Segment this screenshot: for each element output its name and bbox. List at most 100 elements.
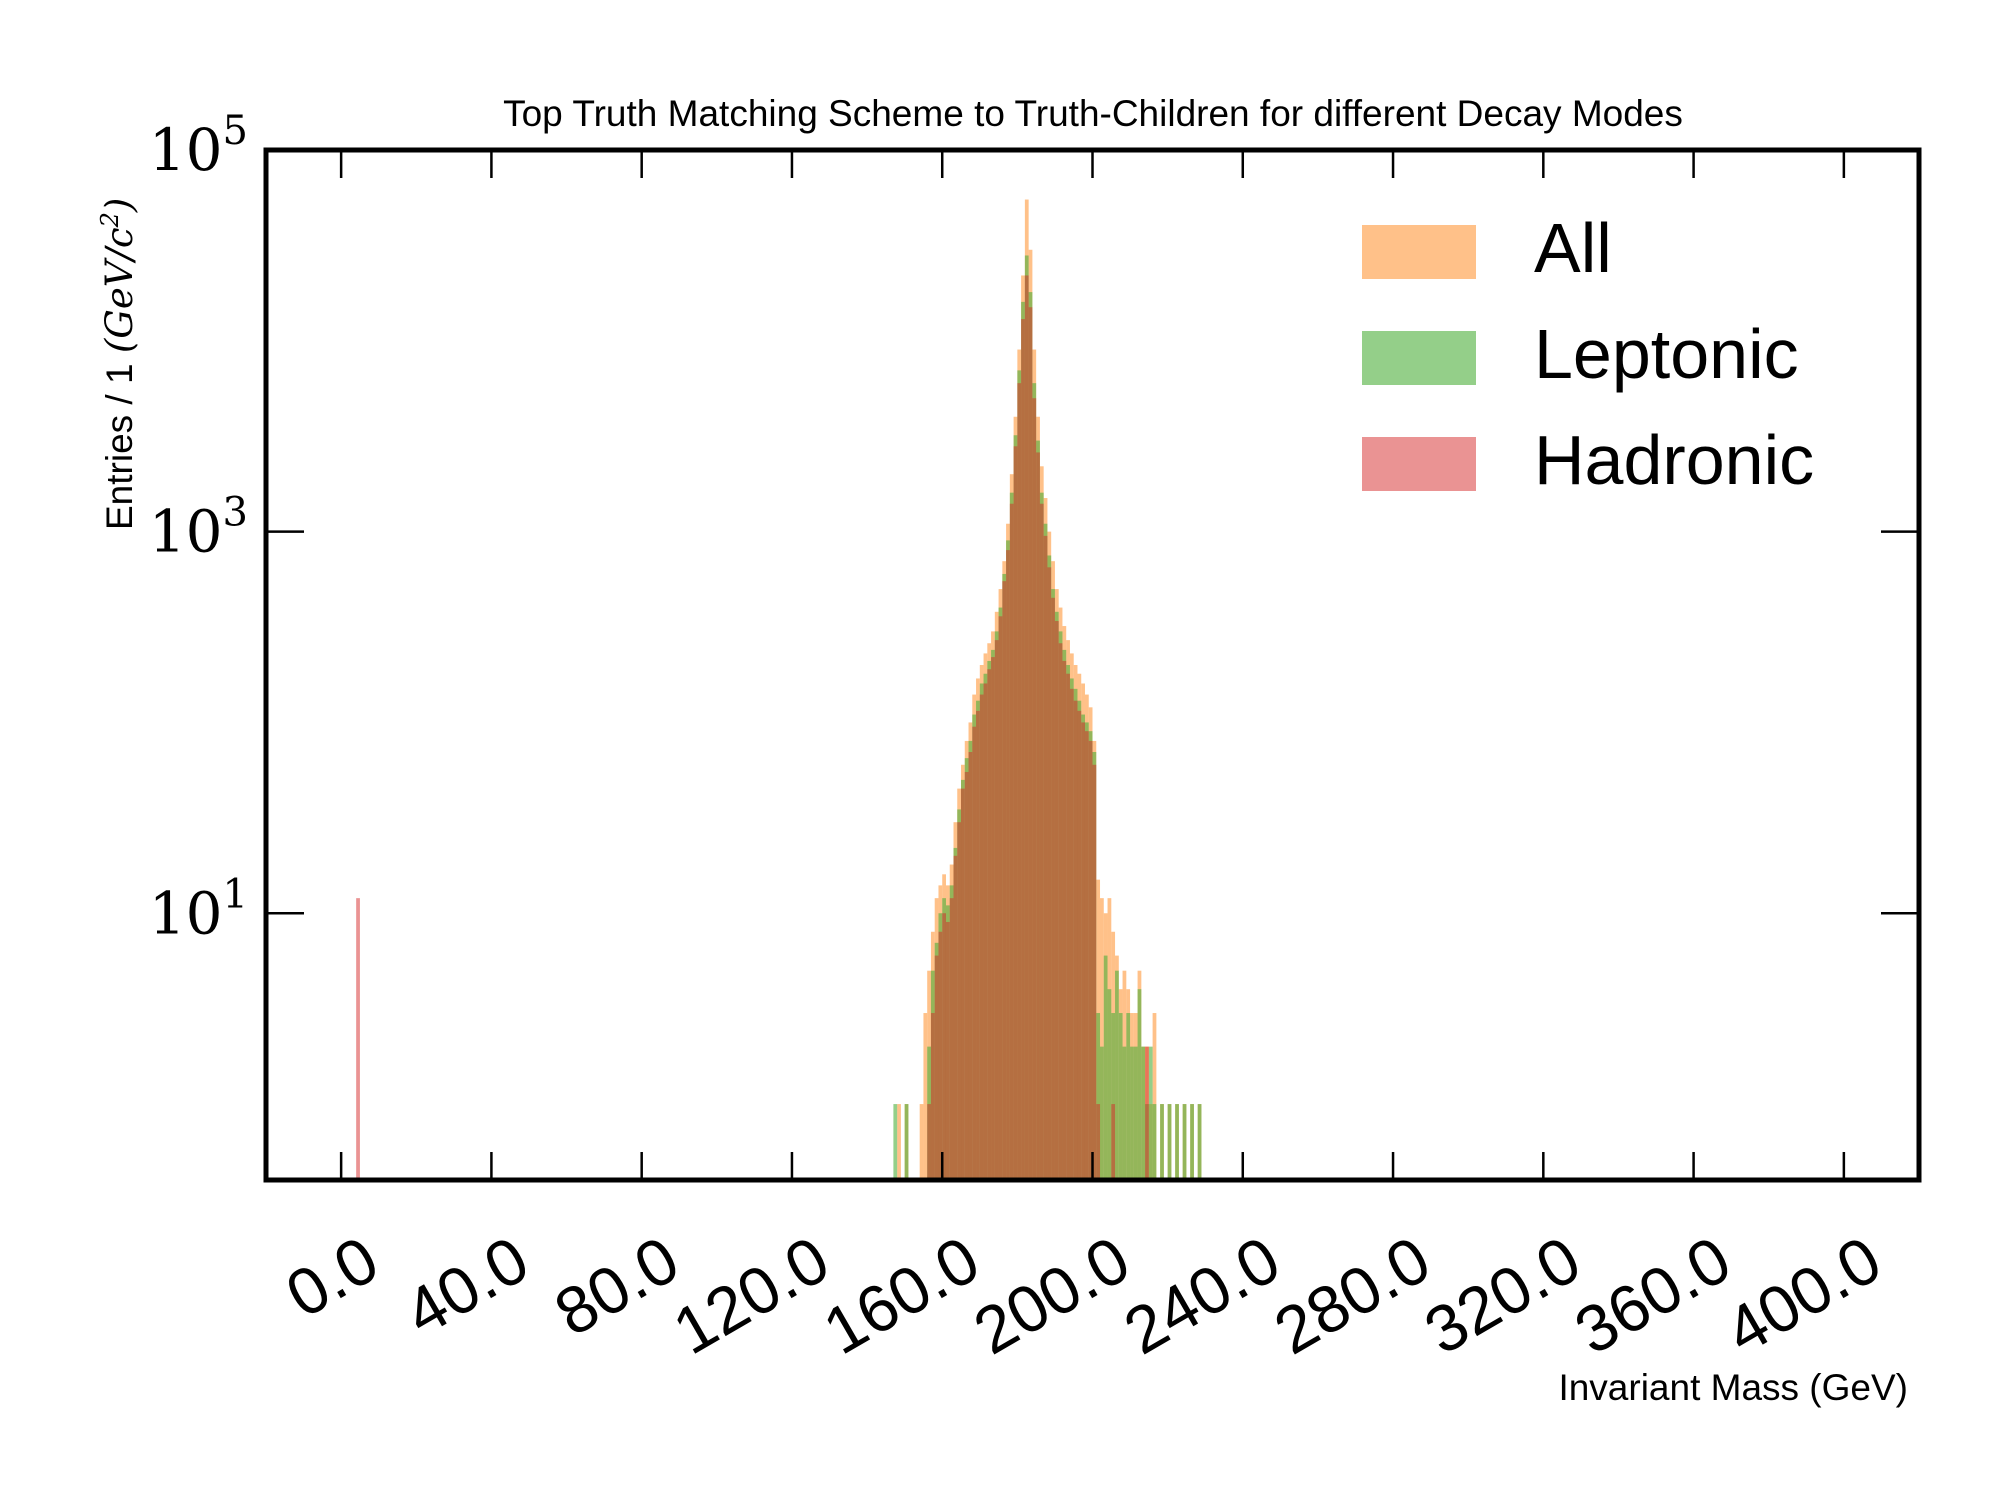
y-axis-label-main: Entries / 1 <box>99 353 140 530</box>
bar-leptonic <box>1148 1046 1153 1180</box>
bar-leptonic <box>1152 1104 1157 1180</box>
bar-hadronic <box>1039 503 1044 1180</box>
bar-hadronic <box>953 855 958 1180</box>
bar-hadronic <box>1051 597 1055 1180</box>
plot-frame <box>263 147 1922 1183</box>
y-axis-label-unit: (GeV/c <box>98 227 141 353</box>
y-tick-label: 105 <box>149 108 248 184</box>
bar-leptonic <box>1137 989 1142 1180</box>
bar-hadronic <box>930 1013 935 1180</box>
y-axis-label-unit-close: ) <box>98 198 141 213</box>
bar-hadronic <box>1145 1046 1149 1180</box>
y-tick-label-base: 10 <box>149 879 223 947</box>
bar-all <box>1100 898 1104 1180</box>
bar-leptonic <box>1115 970 1119 1180</box>
bar-leptonic <box>1107 989 1112 1180</box>
bar-leptonic <box>893 1104 898 1180</box>
bar-hadronic <box>1009 503 1014 1180</box>
bar-hadronic <box>1013 446 1018 1180</box>
bar-hadronic <box>927 1104 931 1180</box>
bar-leptonic <box>1190 1104 1194 1180</box>
bar-hadronic <box>949 898 954 1180</box>
bar-hadronic <box>1017 383 1022 1180</box>
bar-leptonic <box>1130 1046 1134 1180</box>
bar-hadronic <box>1058 643 1063 1180</box>
bar-hadronic <box>994 640 999 1180</box>
bar-hadronic <box>976 710 980 1180</box>
bar-hadronic <box>1073 700 1078 1180</box>
y-axis-label-unit-exp: 2 <box>96 212 124 228</box>
bar-hadronic <box>1036 452 1040 1180</box>
bar-hadronic <box>945 921 950 1180</box>
bar-leptonic <box>1133 1046 1138 1180</box>
legend: All Leptonic Hadronic <box>1362 209 1814 499</box>
bar-hadronic <box>987 669 992 1180</box>
bar-hadronic <box>961 788 965 1180</box>
bar-hadronic <box>983 683 988 1180</box>
bar-hadronic <box>1092 764 1097 1180</box>
bar-hadronic <box>1088 740 1093 1180</box>
bar-hadronic <box>957 822 962 1180</box>
y-tick-label-exp: 5 <box>223 108 248 154</box>
bar-hadronic <box>1069 688 1074 1180</box>
bar-leptonic <box>1118 1013 1123 1180</box>
bar-leptonic <box>1126 1013 1131 1180</box>
bar-all <box>1152 1013 1157 1180</box>
bar-all <box>923 1013 928 1180</box>
bar-leptonic <box>1197 1104 1202 1180</box>
bar-hadronic <box>1043 535 1048 1180</box>
bar-leptonic <box>1096 1013 1101 1180</box>
bar-hadronic <box>1066 673 1070 1180</box>
bar-hadronic <box>1084 731 1089 1180</box>
y-tick-label-exp: 3 <box>223 490 248 536</box>
bar-hadronic <box>1062 660 1067 1180</box>
bar-hadronic <box>979 694 984 1180</box>
bar-hadronic <box>1032 398 1037 1180</box>
bar-hadronic <box>1028 307 1033 1181</box>
bar-leptonic <box>1160 1104 1164 1180</box>
bar-hadronic <box>1096 1104 1101 1180</box>
bar-leptonic <box>1167 1104 1172 1180</box>
x-axis-label: Invariant Mass (GeV) <box>1558 1367 1908 1408</box>
y-tick-label: 101 <box>149 871 248 947</box>
bar-leptonic <box>1141 1046 1146 1180</box>
bar-leptonic <box>1122 1046 1127 1180</box>
bars-layer <box>356 199 1202 1181</box>
bar-leptonic <box>1182 1104 1187 1180</box>
y-tick-label: 103 <box>149 490 248 566</box>
bar-leptonic <box>1175 1104 1179 1180</box>
bar-hadronic <box>942 913 946 1180</box>
bar-hadronic <box>1077 710 1082 1180</box>
bar-hadronic <box>998 616 1003 1180</box>
bar-hadronic <box>972 726 977 1180</box>
y-tick-label-base: 10 <box>149 116 223 184</box>
bar-hadronic <box>1047 567 1052 1180</box>
bar-leptonic <box>1103 955 1108 1180</box>
bar-hadronic <box>964 771 969 1180</box>
legend-swatch-all <box>1362 225 1476 279</box>
bar-hadronic <box>356 898 360 1180</box>
bar-leptonic <box>1111 1013 1116 1180</box>
bar-hadronic <box>1006 550 1010 1180</box>
bar-all <box>897 1104 901 1180</box>
legend-label-hadronic: Hadronic <box>1534 421 1814 499</box>
bar-hadronic <box>1021 319 1025 1180</box>
bar-hadronic <box>968 752 973 1180</box>
bar-hadronic <box>1002 581 1007 1180</box>
legend-swatch-leptonic <box>1362 331 1476 385</box>
bar-hadronic <box>938 931 943 1180</box>
bar-hadronic <box>1111 1104 1116 1180</box>
y-tick-label-base: 10 <box>149 498 223 566</box>
bar-leptonic <box>1100 1046 1104 1180</box>
bar-hadronic <box>991 657 995 1180</box>
bar-all <box>919 1104 924 1180</box>
legend-swatch-hadronic <box>1362 437 1476 491</box>
chart-title: Top Truth Matching Scheme to Truth-Child… <box>503 93 1683 134</box>
bar-hadronic <box>1081 722 1085 1180</box>
bar-hadronic <box>1054 621 1059 1180</box>
legend-label-all: All <box>1534 209 1612 287</box>
bar-hadronic <box>934 955 939 1180</box>
series-hadronic <box>356 275 1149 1181</box>
